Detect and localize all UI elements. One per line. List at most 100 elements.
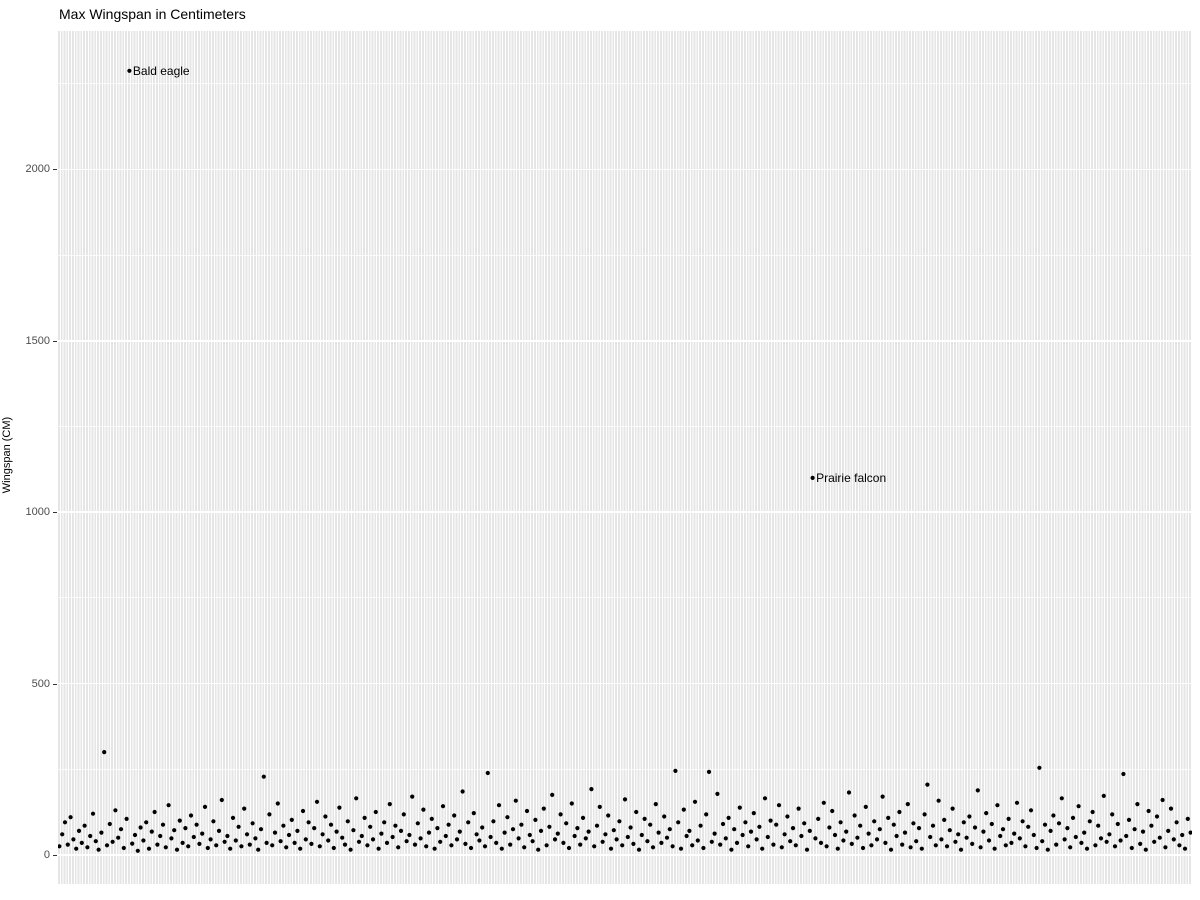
data-point [1143, 847, 1148, 852]
data-point [135, 848, 140, 853]
data-point [488, 834, 493, 840]
data-point [230, 815, 236, 821]
data-point [1185, 816, 1190, 822]
data-point [916, 826, 922, 831]
data-point [664, 835, 670, 840]
data-point [144, 820, 149, 825]
data-point [589, 787, 594, 792]
data-point [214, 843, 219, 848]
data-point [1135, 802, 1140, 807]
data-point [485, 770, 490, 776]
data-point [536, 847, 541, 852]
data-point [393, 823, 398, 828]
data-point [508, 842, 513, 847]
data-point [639, 832, 644, 838]
data-point [1152, 839, 1157, 844]
data-point [852, 813, 857, 818]
point-label: Bald eagle [133, 64, 190, 78]
data-point [463, 841, 468, 847]
data-point [538, 828, 544, 834]
gridline-major [58, 511, 1192, 513]
data-point [256, 847, 261, 852]
data-point [1163, 845, 1168, 850]
data-point [732, 827, 737, 832]
data-point [628, 825, 633, 830]
data-point [964, 835, 969, 840]
data-point [172, 828, 177, 833]
data-point [1000, 827, 1006, 832]
data-point [942, 817, 947, 823]
data-point [309, 841, 314, 847]
data-point [922, 812, 927, 817]
data-point [888, 847, 894, 852]
chart-title: Max Wingspan in Centimeters [59, 6, 246, 22]
data-point [776, 803, 782, 808]
data-point [1009, 840, 1014, 846]
data-point [244, 832, 250, 837]
data-point [1031, 832, 1036, 838]
data-point [760, 846, 765, 851]
data-point [1034, 845, 1039, 851]
gridline-minor [58, 425, 1192, 427]
data-point [491, 819, 496, 824]
data-point [68, 815, 73, 820]
data-point [690, 843, 695, 848]
data-point [334, 829, 339, 834]
gridline-major [58, 854, 1192, 856]
y-tick-mark [53, 512, 57, 514]
data-point [440, 804, 446, 809]
data-point [662, 814, 667, 819]
data-point [113, 808, 118, 813]
data-point [1003, 843, 1008, 848]
data-point [60, 832, 65, 837]
data-point [858, 823, 863, 828]
data-point [236, 824, 241, 829]
data-point [480, 825, 485, 830]
data-point [678, 846, 684, 851]
data-point [824, 844, 829, 849]
data-point [622, 797, 628, 802]
data-point [631, 841, 636, 847]
data-point [132, 832, 138, 838]
data-point [1146, 808, 1151, 814]
data-point [564, 821, 569, 826]
data-point [253, 836, 258, 841]
data-point [1076, 804, 1081, 809]
data-point [407, 832, 412, 838]
data-point [1082, 830, 1087, 835]
data-point [1070, 815, 1076, 821]
data-point [1090, 809, 1095, 815]
data-point [1014, 800, 1020, 805]
data-point [499, 846, 504, 851]
data-point [1124, 833, 1129, 839]
data-point [379, 831, 384, 836]
data-point [715, 791, 720, 797]
data-point [163, 845, 168, 850]
data-point [191, 834, 196, 840]
data-point [368, 824, 373, 829]
data-point [93, 839, 98, 844]
data-point [642, 816, 647, 822]
data-point [695, 838, 700, 843]
data-point [197, 841, 202, 847]
data-point [967, 814, 972, 819]
data-point [785, 814, 790, 819]
data-point [684, 833, 689, 839]
data-point [149, 829, 154, 834]
data-point [421, 807, 426, 812]
data-point [737, 805, 742, 810]
y-tick-mark [53, 854, 57, 856]
data-point [1160, 797, 1165, 803]
data-point [519, 822, 524, 827]
data-point [673, 768, 678, 774]
data-point [877, 827, 882, 832]
data-point [872, 819, 877, 824]
data-point [676, 820, 681, 825]
data-point [933, 843, 938, 848]
data-point [995, 803, 1000, 808]
data-point [944, 844, 950, 849]
data-point [390, 834, 395, 840]
data-point [354, 796, 359, 801]
data-point [762, 796, 768, 801]
data-point [1012, 831, 1017, 836]
